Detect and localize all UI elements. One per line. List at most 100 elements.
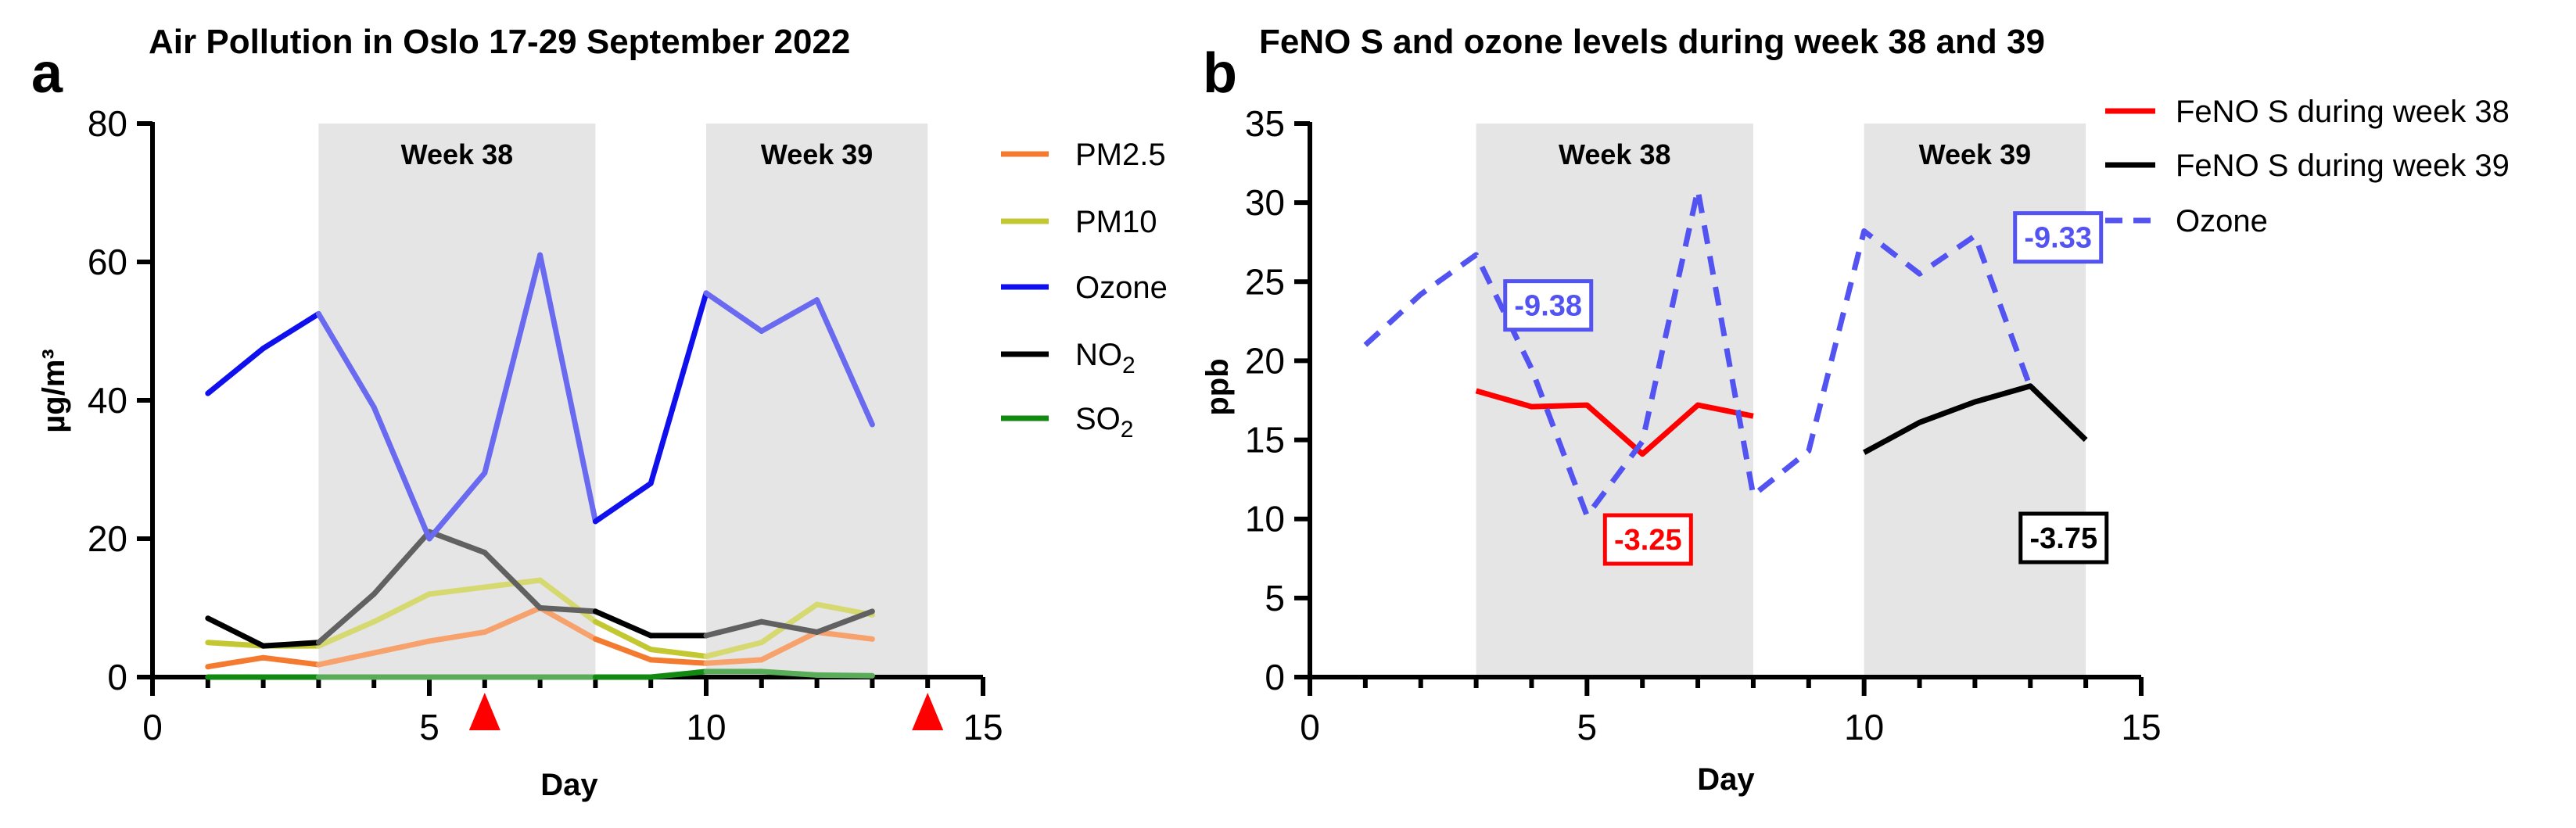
series-no2-segment (426, 529, 488, 556)
annotation-box-3 (2013, 211, 2104, 264)
week-label-2: Week 39 (761, 138, 873, 170)
x-tick-label: 10 (1844, 707, 1884, 747)
y-tick-label: 80 (88, 103, 127, 144)
series-no2-segment (759, 618, 820, 635)
panel-b-title: FeNO S and ozone levels during week 38 a… (1259, 23, 2045, 61)
series-no2-segment (260, 640, 321, 649)
shaded-region-2 (706, 124, 928, 677)
panel-b-shaded-regions: Week 38 Week 39 (1476, 124, 2086, 677)
panel-b-legend: FeNO S during week 38 FeNO S during week … (2105, 95, 2510, 238)
series-ozone-segment (205, 346, 267, 396)
series-pm25-segment (648, 657, 709, 666)
series-so2-segment (759, 668, 820, 678)
series-pm10-segment (371, 591, 432, 625)
annotation-text-1: -9.38 (1514, 290, 1582, 323)
week-label-1: Week 38 (401, 138, 513, 170)
panel-a-event-markers (468, 693, 944, 730)
x-tick-label: 0 (1300, 707, 1320, 747)
panel-a-y-axis-label: µg/m³ (37, 349, 71, 432)
series-ozone-segment (537, 252, 598, 525)
series-no2-segment (482, 550, 544, 611)
panel-a-shaded-regions: Week 38 Week 39 (318, 124, 928, 677)
series-ozone-segment (592, 480, 654, 525)
y-tick-label: 20 (1245, 340, 1285, 381)
series-pm25-segment (592, 636, 654, 663)
series-1-line (1475, 388, 1754, 457)
panel-a-label: a (31, 42, 63, 105)
series-pm25-segment (814, 629, 875, 642)
series-pm25-segment (371, 638, 432, 656)
legend-label-4: NO2 (1075, 338, 1136, 378)
y-tick-label: 5 (1265, 578, 1285, 618)
y-tick-label: 40 (88, 380, 127, 421)
series-pm25-segment (759, 629, 820, 663)
series-pm25-segment (205, 654, 267, 670)
series-no2-segment (205, 615, 267, 649)
panel-a: Air Pollution in Oslo 17-29 September 20… (31, 23, 1168, 802)
shaded-region-1 (318, 124, 596, 677)
annotation-box-2 (1602, 513, 1693, 566)
series-2-line (1862, 383, 2088, 455)
x-tick-label: 5 (1577, 707, 1598, 747)
series-no2-segment (814, 608, 875, 635)
series-pm10-segment (537, 577, 598, 625)
y-tick-label: 25 (1245, 261, 1285, 302)
annotation-box-4 (2018, 511, 2109, 565)
panel-b-series (1363, 187, 2088, 519)
series-3-line (1363, 187, 2033, 519)
series-no2-segment (537, 605, 598, 615)
event-marker (912, 693, 944, 730)
y-tick-label: 20 (88, 518, 127, 559)
series-ozone-segment (814, 297, 875, 428)
panel-b-axes: 0 5 10 15 20 25 30 35 0 5 10 15 (1245, 103, 2162, 747)
legend-label-1: FeNO S during week 38 (2176, 95, 2510, 129)
series-so2-segment (648, 668, 709, 680)
y-tick-label: 10 (1245, 499, 1285, 539)
panel-a-series (205, 252, 875, 680)
x-tick-label: 10 (686, 707, 726, 747)
series-ozone-segment (703, 290, 765, 334)
series-pm25-segment (537, 605, 598, 642)
legend-label-5: SO2 (1075, 402, 1133, 443)
week-label-1: Week 38 (1559, 138, 1670, 170)
series-pm10-segment (703, 640, 765, 659)
week-label-2: Week 39 (1919, 138, 2031, 170)
panel-b-annotations: -9.38 -3.25 -9.33 -3.75 (1503, 211, 2109, 566)
y-tick-label: 30 (1245, 182, 1285, 223)
series-pm25-segment (260, 654, 321, 668)
annotation-text-2: -3.25 (1614, 524, 1682, 557)
panel-b: FeNO S and ozone levels during week 38 a… (1200, 23, 2510, 797)
series-no2-segment (703, 618, 765, 639)
y-tick-label: 0 (107, 657, 127, 697)
series-ozone-segment (426, 470, 488, 542)
y-tick-label: 0 (1265, 657, 1285, 697)
series-pm10-segment (648, 647, 709, 659)
panel-b-label: b (1203, 42, 1237, 105)
series-pm25-segment (426, 629, 488, 644)
legend-label-2: FeNO S during week 39 (2176, 149, 2510, 183)
legend-label-3: Ozone (1075, 271, 1168, 305)
y-tick-label: 35 (1245, 103, 1285, 144)
series-no2-segment (371, 529, 432, 597)
panel-b-x-axis-label: Day (1697, 762, 1755, 797)
legend-label-3: Ozone (2176, 204, 2268, 238)
shaded-region-1 (1476, 124, 1753, 677)
y-tick-label: 15 (1245, 420, 1285, 461)
series-pm10-segment (315, 618, 377, 649)
series-pm25-segment (482, 605, 544, 635)
event-marker (468, 693, 500, 730)
series-so2-segment (814, 672, 875, 679)
annotation-box-1 (1503, 279, 1594, 332)
x-tick-label: 15 (2121, 707, 2161, 747)
annotation-text-4: -3.75 (2029, 522, 2097, 555)
series-pm10-segment (759, 601, 820, 646)
series-ozone-segment (315, 310, 377, 410)
panel-a-title: Air Pollution in Oslo 17-29 September 20… (149, 23, 850, 61)
series-ozone-segment (482, 252, 544, 476)
series-pm25-segment (315, 650, 377, 668)
panel-b-y-axis-label: ppb (1200, 358, 1235, 415)
legend-label-2: PM10 (1075, 205, 1157, 239)
series-no2-segment (315, 591, 377, 646)
series-ozone-segment (759, 297, 820, 334)
